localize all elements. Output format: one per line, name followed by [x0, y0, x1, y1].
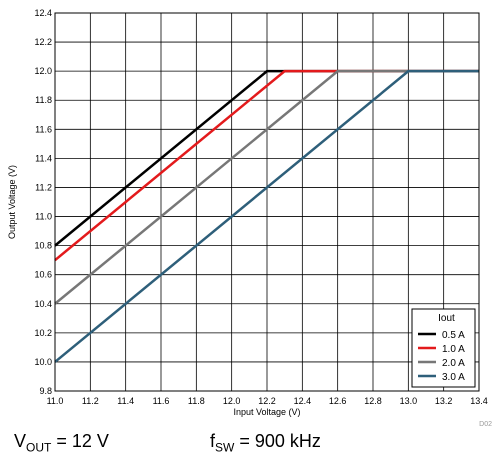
y-tick-label: 10.8 [34, 241, 52, 251]
x-tick-label: 13.0 [400, 396, 418, 406]
x-tick-labels: 11.0 11.2 11.4 11.6 11.8 12.0 12.2 12.4 12.6 12.8… [47, 396, 488, 406]
y-tick-label: 11.6 [35, 124, 52, 134]
x-tick-label: 11.2 [82, 396, 99, 406]
legend-entry-4: 3.0 A [442, 372, 465, 383]
legend-entry-2: 1.0 A [442, 344, 465, 355]
series-line-4 [54, 69, 479, 363]
y-tick-label: 11.4 [35, 153, 52, 163]
figure-id: D02 [479, 421, 492, 428]
legend-entry-1: 0.5 A [442, 330, 465, 341]
y-tick-label: 12.4 [34, 8, 52, 18]
plot-frame [54, 12, 480, 392]
x-tick-label: 11.8 [188, 396, 205, 406]
vout-value: = 12 V [51, 431, 109, 451]
y-tick-label: 12.2 [34, 37, 52, 47]
y-tick-label: 10.4 [34, 299, 52, 309]
x-tick-label: 12.6 [329, 396, 347, 406]
y-tick-label: 10.2 [34, 328, 52, 338]
fsw-caption: fSW = 900 kHz [210, 431, 321, 455]
x-tick-label: 11.6 [153, 396, 170, 406]
x-tick-label: 13.2 [435, 396, 453, 406]
y-tick-label: 9.8 [39, 386, 52, 396]
y-tick-labels: 9.8 10.0 10.2 10.4 10.6 10.8 11.0 11.2 11.4 11.6 1… [34, 8, 52, 396]
x-tick-label: 12.8 [364, 396, 382, 406]
fsw-label: f [210, 431, 216, 451]
y-tick-label: 10.0 [34, 357, 52, 367]
y-axis-title: Output Voltage (V) [7, 165, 17, 239]
vout-label: V [14, 431, 27, 451]
y-tick-label: 11.0 [35, 212, 52, 222]
y-tick-label: 11.8 [35, 95, 52, 105]
x-tick-label: 11.4 [117, 396, 134, 406]
legend: Iout 0.5 A 1.0 A 2.0 A 3.0 A [411, 308, 476, 388]
vout-caption: VOUT = 12 V [14, 431, 109, 455]
series-lines [54, 69, 479, 363]
x-tick-label: 12.4 [294, 396, 312, 406]
fsw-subscript: SW [215, 440, 235, 455]
fsw-value: = 900 kHz [234, 431, 321, 451]
x-axis-title: Input Voltage (V) [233, 407, 300, 417]
x-tick-label: 12.2 [258, 396, 276, 406]
y-tick-label: 11.2 [35, 182, 52, 192]
vout-subscript: OUT [26, 440, 52, 455]
legend-entry-3: 2.0 A [442, 358, 465, 369]
x-tick-label: 13.4 [470, 396, 488, 406]
x-tick-label: 12.0 [223, 396, 241, 406]
y-tick-label: 12.0 [34, 66, 52, 76]
y-tick-label: 10.6 [34, 270, 52, 280]
x-tick-label: 11.0 [47, 396, 64, 406]
legend-title: Iout [438, 313, 455, 324]
